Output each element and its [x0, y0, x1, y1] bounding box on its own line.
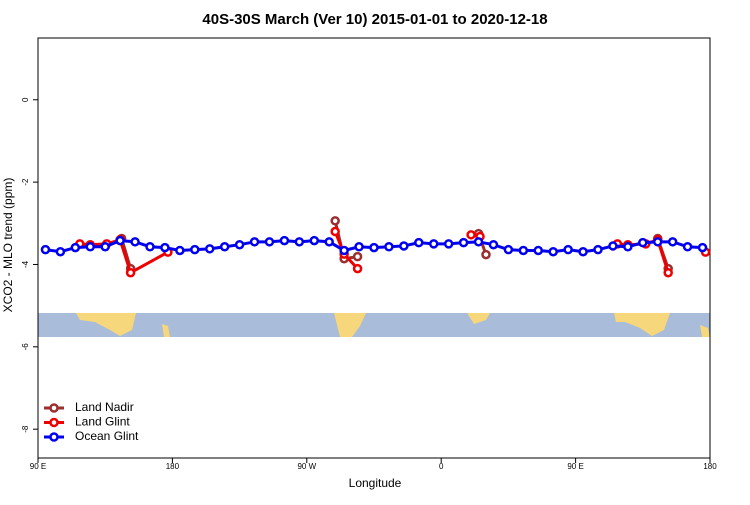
point [481, 249, 491, 260]
point [204, 244, 215, 254]
point [309, 235, 320, 246]
point [428, 239, 439, 249]
y-tick-label: -2 [21, 178, 30, 186]
y-tick-label: -8 [21, 425, 30, 433]
point [190, 244, 200, 255]
point [608, 241, 618, 251]
point [55, 246, 66, 257]
y-tick-label: -6 [21, 343, 30, 351]
point [352, 251, 363, 262]
point [279, 235, 290, 246]
point [352, 263, 363, 274]
point [399, 241, 409, 251]
x-tick-label: 90 E [30, 462, 46, 471]
point [384, 242, 394, 252]
y-axis-label: XCO2 - MLO trend (ppm) [1, 178, 15, 313]
point [488, 239, 499, 250]
point [175, 245, 185, 256]
point [466, 230, 476, 240]
point [563, 244, 573, 255]
point [369, 242, 379, 253]
point [667, 237, 678, 247]
point [100, 242, 110, 252]
legend-label: Land Glint [75, 415, 130, 429]
point [264, 237, 275, 247]
x-tick-label: 180 [166, 462, 180, 471]
y-tick-label: -4 [21, 260, 30, 268]
point [533, 245, 544, 256]
point [85, 242, 96, 252]
point [130, 237, 140, 247]
point [324, 237, 334, 247]
point [249, 237, 260, 247]
series-line [80, 232, 706, 273]
point [40, 244, 51, 255]
x-tick-label: 90 W [297, 462, 316, 471]
map-strip [38, 313, 710, 337]
point [70, 242, 81, 253]
x-tick-label: 90 E [567, 462, 583, 471]
point [458, 237, 469, 248]
point [115, 235, 125, 246]
point [330, 216, 340, 226]
point [125, 267, 136, 278]
point [443, 239, 454, 249]
point [652, 237, 663, 247]
point [160, 242, 170, 253]
legend-label: Land Nadir [75, 400, 134, 414]
point [294, 237, 305, 247]
chart-title: 40S-30S March (Ver 10) 2015-01-01 to 202… [202, 11, 547, 28]
point [503, 244, 514, 255]
point [330, 226, 340, 237]
point [339, 245, 349, 256]
x-tick-label: 0 [439, 462, 444, 471]
point [354, 242, 364, 252]
legend-label: Ocean Glint [75, 429, 139, 443]
point [473, 237, 484, 247]
y-tick-label: 0 [21, 97, 30, 102]
point [234, 239, 245, 250]
point [518, 245, 529, 256]
point [414, 237, 424, 248]
point [697, 242, 708, 253]
x-tick-label: 180 [703, 462, 717, 471]
point [682, 242, 693, 252]
point [578, 246, 588, 257]
point [623, 242, 633, 252]
legend-marker [49, 432, 59, 442]
x-axis-label: Longitude [349, 476, 402, 490]
point [145, 242, 155, 252]
legend-marker [49, 403, 59, 413]
point [593, 244, 603, 255]
point [663, 267, 673, 278]
point [219, 242, 230, 252]
legend-marker [49, 417, 59, 428]
point [548, 246, 558, 257]
series-line [120, 220, 670, 270]
plot-frame [37, 37, 711, 459]
point [638, 237, 648, 248]
